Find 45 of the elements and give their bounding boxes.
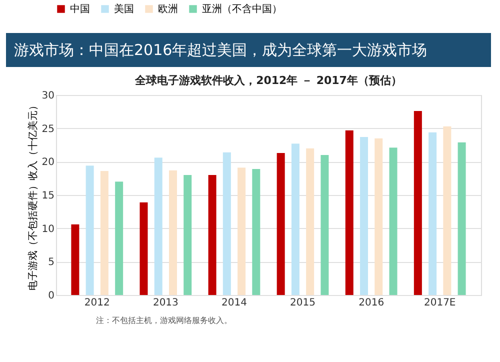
x-tick-label: 2017E [424,298,456,308]
bar [238,168,246,295]
x-tick-label: 2015 [290,298,316,308]
bar [291,144,300,295]
x-tick-label: 2013 [152,298,178,308]
bar [168,170,177,295]
x-tick-label: 2012 [84,298,110,308]
legend-label: 中国 [70,3,90,15]
bar [140,202,148,295]
x-tick-label: 2014 [222,298,247,308]
y-tick-label: 10 [42,224,54,235]
x-tick-label: 2016 [358,298,384,308]
y-tick-label: 20 [42,157,54,168]
bar [100,171,108,295]
bar [222,152,231,295]
bar [443,126,452,295]
bar [320,155,329,295]
bar [306,148,314,295]
chart-subtitle: 全球电子游戏软件收入，2012年 － 2017年（预估） [134,74,402,87]
y-tick-label: 15 [42,190,54,202]
legend-label: 美国 [114,3,134,15]
legend-label: 亚洲（不含中国） [202,3,282,15]
bar [414,111,422,295]
bar [389,148,398,295]
bar [374,138,383,295]
y-axis-title: 电子游戏（不包括硬件）收入（十亿美元） [26,100,39,290]
bar [86,166,94,295]
y-tick-label: 0 [48,290,54,302]
y-tick-label: 30 [42,90,54,102]
bar [252,169,260,295]
bar [208,175,216,295]
y-tick-label: 5 [48,257,54,268]
bar [345,130,354,295]
y-tick-label: 25 [42,124,54,135]
legend-label: 欧洲 [158,3,178,15]
bar [276,153,285,295]
bar [71,224,80,295]
bar [428,132,437,295]
bar [184,175,192,295]
bar [458,142,466,295]
bar [115,182,124,295]
bar [154,158,162,295]
chart-title: 游戏市场：中国在2016年超过美国，成为全球第一大游戏市场 [14,41,428,59]
text: 注：不包括主机，游戏网络服务收入。 [96,316,232,325]
bar [360,137,368,295]
